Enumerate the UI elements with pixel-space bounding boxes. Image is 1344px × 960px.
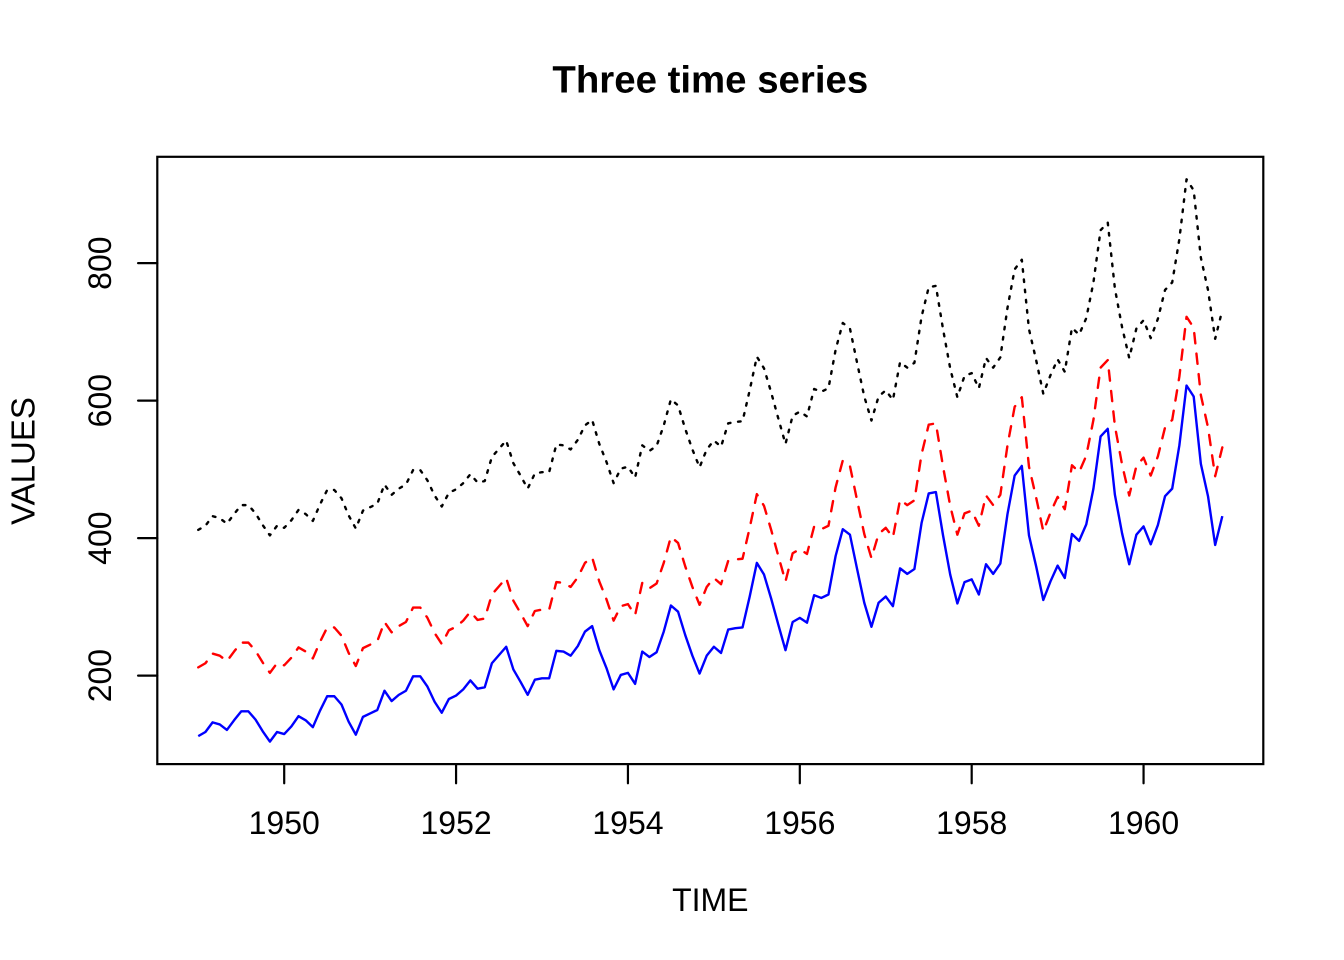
svg-text:800: 800 [82, 236, 118, 289]
svg-text:1952: 1952 [420, 805, 491, 841]
svg-text:400: 400 [82, 511, 118, 564]
svg-text:600: 600 [82, 374, 118, 427]
svg-text:Three time series: Three time series [552, 58, 868, 101]
svg-text:1958: 1958 [936, 805, 1007, 841]
svg-text:1960: 1960 [1108, 805, 1179, 841]
svg-text:VALUES: VALUES [5, 397, 42, 525]
svg-text:1950: 1950 [249, 805, 320, 841]
svg-text:200: 200 [82, 649, 118, 702]
svg-text:1956: 1956 [764, 805, 835, 841]
svg-text:1954: 1954 [592, 805, 663, 841]
svg-text:TIME: TIME [672, 882, 748, 918]
